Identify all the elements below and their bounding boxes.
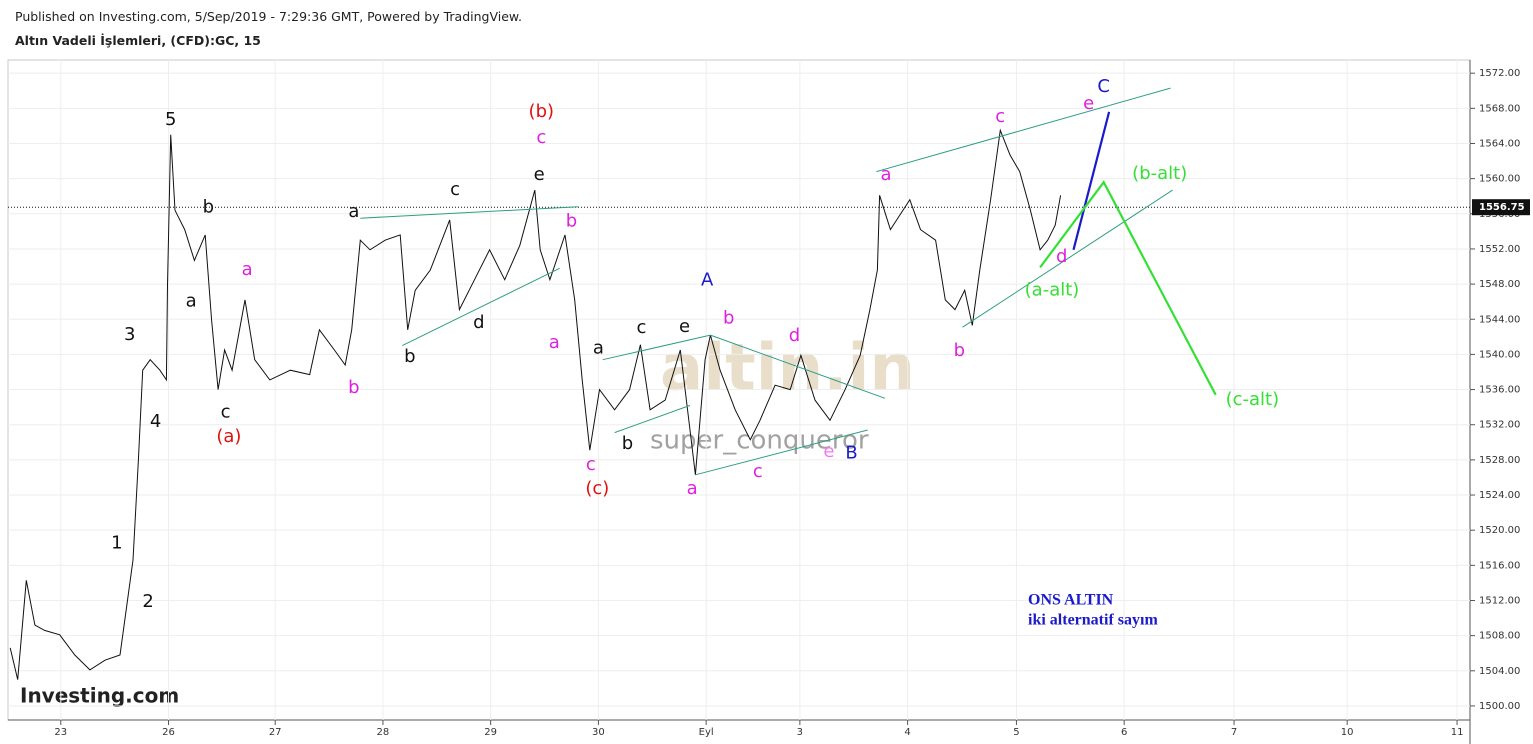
wave-label: e — [534, 164, 545, 185]
wave-label: c — [995, 106, 1005, 127]
wave-label: 5 — [165, 109, 176, 130]
price-line — [9, 128, 1062, 680]
wave-label: (a) — [216, 426, 241, 447]
x-tick-label: 7 — [1231, 727, 1237, 738]
wave-label: (b) — [529, 101, 554, 122]
wave-label: a — [881, 164, 892, 185]
wave-label: A — [701, 270, 714, 291]
trend-line — [876, 87, 1171, 173]
trend-line — [614, 404, 691, 434]
y-tick-label: 1516.00 — [1479, 560, 1520, 571]
wave-label: c — [586, 454, 596, 475]
note-line: ONS ALTIN — [1028, 592, 1114, 609]
publisher-line: Published on Investing.com, 5/Sep/2019 -… — [15, 9, 522, 24]
trend-line — [360, 206, 578, 219]
wave-label: (b-alt) — [1132, 163, 1187, 184]
wave-label: b — [566, 211, 577, 232]
wave-label: d — [789, 325, 800, 346]
wave-label: a — [593, 337, 604, 358]
wave-label: 2 — [142, 591, 153, 612]
y-tick-label: 1500.00 — [1479, 701, 1520, 712]
y-tick-label: 1508.00 — [1479, 631, 1520, 642]
y-tick-label: 1552.00 — [1479, 244, 1520, 255]
y-tick-label: 1536.00 — [1479, 385, 1520, 396]
watermark-author: super_conqueror — [650, 426, 869, 456]
y-tick-label: 1540.00 — [1479, 349, 1520, 360]
trend-line — [1072, 111, 1111, 251]
x-tick-label: 11 — [1451, 727, 1464, 738]
y-tick-label: 1544.00 — [1479, 314, 1520, 325]
wave-label: c — [536, 127, 546, 148]
watermark-investing: Investing.com — [20, 684, 179, 708]
y-tick-label: 1568.00 — [1479, 103, 1520, 114]
x-tick-label: 29 — [484, 727, 497, 738]
wave-label: e — [679, 316, 690, 337]
y-tick-label: 1524.00 — [1479, 490, 1520, 501]
y-tick-label: 1528.00 — [1479, 455, 1520, 466]
wave-label: b — [622, 433, 633, 454]
trend-line — [1039, 180, 1217, 396]
x-tick-label: Eyl — [699, 727, 714, 738]
x-tick-label: 5 — [1013, 727, 1019, 738]
wave-label: C — [1097, 76, 1110, 97]
wave-label: 3 — [124, 324, 135, 345]
wave-label: c — [753, 461, 763, 482]
wave-label: a — [687, 478, 698, 499]
x-tick-label: 26 — [162, 727, 175, 738]
trend-line — [962, 189, 1173, 328]
wave-label: a — [549, 332, 560, 353]
chart-title: Altın Vadeli İşlemleri, (CFD):GC, 15 — [15, 33, 261, 48]
wave-label: c — [450, 179, 460, 200]
wave-label: e — [823, 441, 834, 462]
y-tick-label: 1548.00 — [1479, 279, 1520, 290]
y-tick-label: 1504.00 — [1479, 666, 1520, 677]
last-price-box — [1472, 199, 1530, 216]
wave-label: a — [348, 201, 359, 222]
last-price-label: 1556.75 — [1479, 202, 1525, 213]
wave-label: d — [1056, 246, 1067, 267]
watermarks: altin.in super_conqueror Investing.com — [8, 60, 1470, 720]
wave-label: 4 — [150, 411, 161, 432]
y-tick-label: 1512.00 — [1479, 595, 1520, 606]
wave-label: c — [637, 317, 647, 338]
y-tick-label: 1560.00 — [1479, 174, 1520, 185]
wave-label: (c-alt) — [1226, 389, 1280, 410]
x-tick-label: 30 — [592, 727, 605, 738]
trend-line — [695, 429, 868, 476]
wave-label: e — [1083, 93, 1094, 114]
x-tick-label: 10 — [1341, 727, 1354, 738]
wave-label: a — [242, 259, 253, 280]
y-tick-label: 1532.00 — [1479, 420, 1520, 431]
wave-label: c — [221, 401, 231, 422]
wave-label: B — [845, 443, 857, 464]
trend-line — [710, 334, 886, 399]
y-tick-label: 1572.00 — [1479, 68, 1520, 79]
x-tick-label: 6 — [1121, 727, 1127, 738]
x-tick-label: 28 — [377, 727, 390, 738]
wave-label: b — [723, 307, 734, 328]
wave-label: (a-alt) — [1025, 279, 1080, 300]
wave-label: a — [186, 291, 197, 312]
watermark-logo: altin.in — [660, 332, 915, 406]
trend-line — [402, 267, 560, 347]
x-tick-label: 27 — [269, 727, 282, 738]
wave-label: b — [348, 377, 359, 398]
y-tick-label: 1520.00 — [1479, 525, 1520, 536]
x-tick-label: 4 — [904, 727, 910, 738]
wave-label: d — [473, 312, 484, 333]
x-tick-label: 3 — [797, 727, 803, 738]
wave-label: 1 — [111, 532, 122, 553]
wave-label: b — [954, 340, 965, 361]
x-tick-label: 23 — [54, 727, 67, 738]
wave-label: b — [404, 346, 415, 367]
trend-line — [602, 334, 711, 361]
wave-label: b — [203, 197, 214, 218]
y-tick-label: 1564.00 — [1479, 138, 1520, 149]
wave-label: (c) — [585, 478, 609, 499]
note-line: iki alternatif sayım — [1028, 612, 1158, 629]
